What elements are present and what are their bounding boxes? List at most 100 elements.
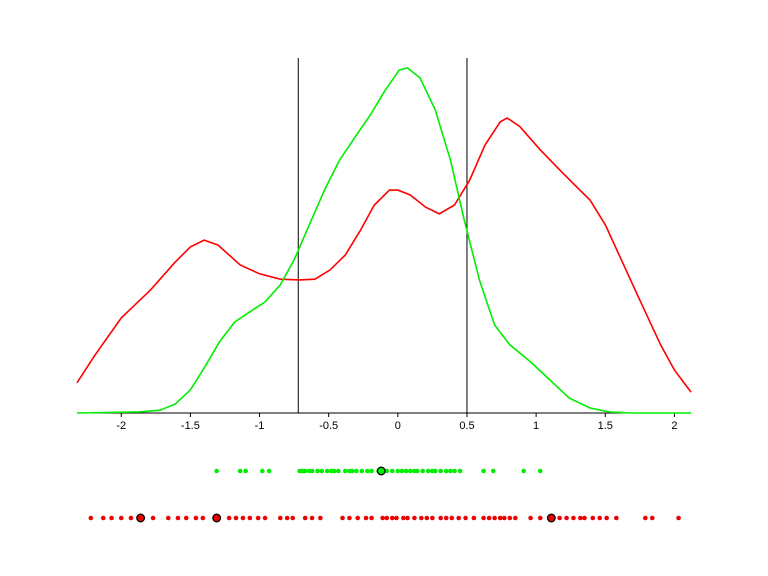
x-tick-label: -2 (116, 420, 126, 432)
sample-dot (405, 515, 410, 521)
sample-dot (424, 515, 430, 521)
sample-dot (643, 515, 648, 521)
sample-dot (309, 468, 315, 474)
sample-dot (319, 468, 325, 474)
sample-dot (214, 468, 219, 474)
sample-dot (399, 468, 405, 474)
sample-dot (233, 515, 239, 521)
sample-dot (604, 515, 609, 521)
sample-dot (380, 515, 385, 521)
sample-dot (395, 468, 401, 474)
sample-dot (226, 515, 232, 521)
sample-dot (507, 515, 513, 521)
sample-dot (438, 515, 443, 521)
sample-dot (452, 468, 457, 474)
sample-dot (369, 515, 374, 521)
sample-dot (369, 468, 374, 474)
sample-dot (443, 468, 449, 474)
sample-dot (260, 468, 265, 474)
sample-dot (336, 468, 341, 474)
density-curve (76, 67, 691, 414)
sample-dot (676, 515, 681, 521)
sample-dot (403, 468, 409, 474)
sample-dot (150, 515, 156, 521)
sample-dot (614, 515, 619, 521)
sample-dot (365, 468, 370, 474)
sample-dot (302, 515, 308, 521)
x-tick-label: 1.5 (598, 420, 613, 432)
sample-dot (481, 468, 486, 474)
sample-dot (247, 515, 253, 521)
sample-dot (318, 515, 323, 521)
sample-dot (340, 515, 345, 521)
sample-dot (456, 515, 461, 521)
sample-dot (109, 515, 114, 521)
sample-dot (325, 468, 330, 474)
density-curve (76, 117, 692, 393)
sample-dot (183, 515, 189, 521)
sample-dot (262, 515, 268, 521)
sample-dot (443, 515, 449, 521)
sample-dot (486, 515, 492, 521)
sample-dot (354, 468, 359, 474)
sample-dot (255, 515, 261, 521)
sample-dot (432, 468, 438, 474)
x-tick-label: 2 (671, 420, 677, 432)
sample-dot (342, 468, 348, 474)
sample-dot (284, 515, 290, 521)
x-tick-label: -1 (255, 420, 265, 432)
sample-dot (347, 515, 352, 521)
sample-dot (463, 515, 468, 521)
sample-dot (407, 468, 413, 474)
sample-dot (118, 515, 124, 521)
sample-dot (471, 515, 477, 521)
x-tick-label: 0.5 (459, 420, 474, 432)
sample-dot (430, 515, 435, 521)
sample-dot (266, 468, 272, 474)
sample-dot (315, 468, 320, 474)
sample-dot (502, 515, 507, 521)
sample-dot (457, 468, 463, 474)
sample-dot (438, 468, 443, 474)
sample-dot (100, 515, 106, 521)
sample-dot (449, 515, 455, 521)
highlighted-dot (212, 513, 222, 523)
sample-dot (240, 515, 246, 521)
sample-dot (490, 468, 496, 474)
sample-dot (302, 468, 308, 474)
sample-dot (359, 468, 365, 474)
sample-dot (597, 515, 603, 521)
sample-dot (394, 515, 399, 521)
sample-dot (571, 515, 576, 521)
sample-dot (497, 515, 503, 521)
highlighted-dot (546, 513, 556, 523)
sample-dot (384, 515, 390, 521)
sample-dot (175, 515, 181, 521)
sample-dot (363, 515, 369, 521)
sample-dot (414, 468, 420, 474)
sample-dot (578, 515, 583, 521)
sample-dot (384, 468, 390, 474)
sample-dot (492, 515, 497, 521)
x-tick-label: -1.5 (181, 420, 200, 432)
sample-dot (412, 515, 417, 521)
sample-dot (88, 515, 94, 521)
sample-dot (537, 515, 543, 521)
highlighted-dot (376, 466, 386, 476)
x-tick-label: 0 (395, 420, 401, 432)
highlighted-dot (136, 513, 146, 523)
sample-dot (419, 515, 424, 521)
sample-dot (389, 468, 395, 474)
sample-dot (448, 468, 453, 474)
sample-dot (193, 515, 199, 521)
sample-dot (401, 515, 406, 521)
sample-dot (649, 515, 655, 521)
sample-dot (243, 468, 249, 474)
sample-dot (537, 468, 543, 474)
sample-dot (389, 515, 395, 521)
sample-dot (237, 468, 243, 474)
sample-dot (521, 468, 526, 474)
sample-dot (557, 515, 562, 521)
sample-dot (290, 515, 296, 521)
